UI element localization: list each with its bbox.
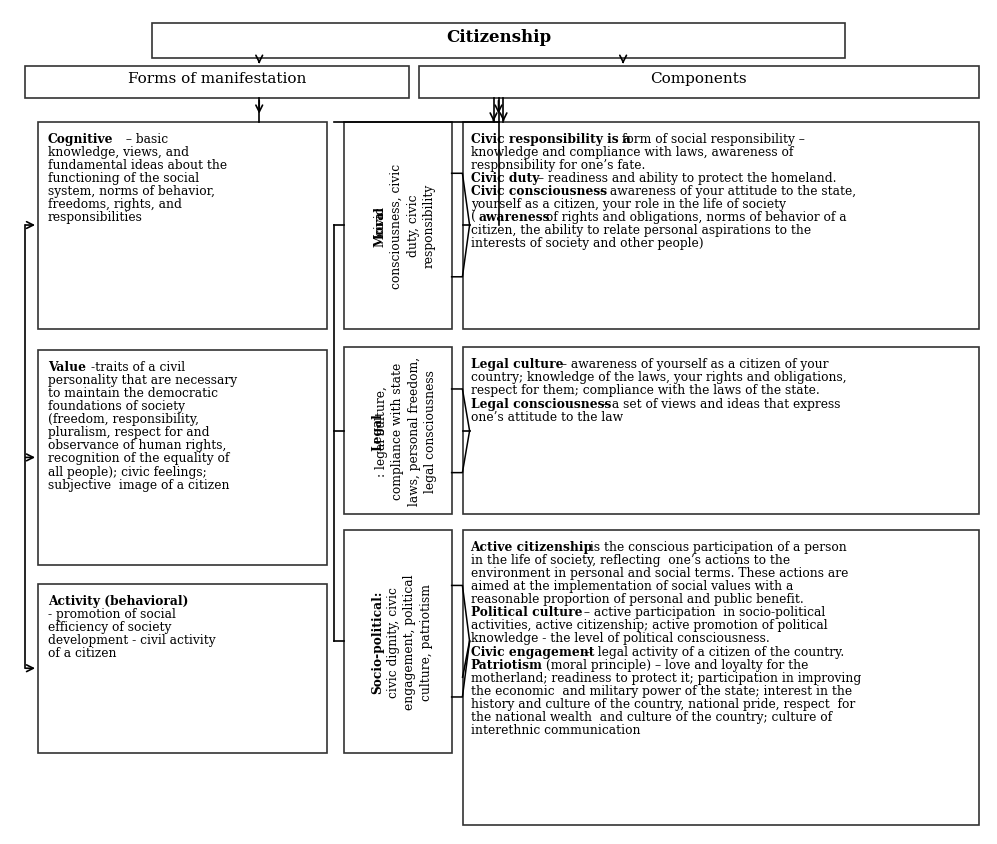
- Text: Moral: Moral: [373, 205, 387, 246]
- Text: the economic  and military power of the state; interest in the: the economic and military power of the s…: [471, 684, 851, 697]
- Text: system, norms of behavior,: system, norms of behavior,: [48, 185, 215, 197]
- Text: freedoms, rights, and: freedoms, rights, and: [48, 198, 181, 211]
- Text: – awareness of yourself as a citizen of your: – awareness of yourself as a citizen of …: [557, 358, 829, 371]
- FancyBboxPatch shape: [38, 350, 327, 565]
- Text: foundations of society: foundations of society: [48, 400, 184, 413]
- Text: responsibility for one’s fate.: responsibility for one’s fate.: [471, 159, 645, 171]
- FancyBboxPatch shape: [463, 348, 979, 515]
- Text: civic dignity, civic
engagement, political
culture, patriotism: civic dignity, civic engagement, politic…: [387, 574, 433, 709]
- Text: knowledge - the level of political consciousness.: knowledge - the level of political consc…: [471, 631, 770, 645]
- Text: – basic: – basic: [122, 133, 167, 145]
- Text: is the conscious participation of a person: is the conscious participation of a pers…: [586, 540, 847, 553]
- FancyBboxPatch shape: [344, 122, 452, 329]
- Text: Civic engagement: Civic engagement: [471, 645, 594, 657]
- Text: reasonable proportion of personal and public benefit.: reasonable proportion of personal and pu…: [471, 592, 804, 605]
- Text: Value: Value: [48, 360, 86, 373]
- Text: citizen, the ability to relate personal aspirations to the: citizen, the ability to relate personal …: [471, 225, 811, 237]
- FancyBboxPatch shape: [344, 348, 452, 515]
- Text: recognition of the equality of: recognition of the equality of: [48, 452, 229, 465]
- Text: Activity (behavioral): Activity (behavioral): [48, 594, 188, 607]
- Text: activities, active citizenship; active promotion of political: activities, active citizenship; active p…: [471, 619, 828, 631]
- Text: Legal culture: Legal culture: [471, 358, 563, 371]
- Text: Civic consciousness: Civic consciousness: [471, 185, 607, 197]
- Text: : civic
consciousness, civic
duty, civic
responsibility: : civic consciousness, civic duty, civic…: [374, 163, 436, 289]
- FancyBboxPatch shape: [152, 24, 845, 59]
- Text: – readiness and ability to protect the homeland.: – readiness and ability to protect the h…: [534, 171, 836, 185]
- Text: aimed at the implementation of social values with a: aimed at the implementation of social va…: [471, 579, 793, 592]
- FancyBboxPatch shape: [419, 67, 979, 99]
- FancyBboxPatch shape: [463, 122, 979, 329]
- FancyBboxPatch shape: [38, 122, 327, 329]
- Text: –  legal activity of a citizen of the country.: – legal activity of a citizen of the cou…: [580, 645, 844, 657]
- Text: Political culture: Political culture: [471, 606, 582, 619]
- Text: motherland; readiness to protect it; participation in improving: motherland; readiness to protect it; par…: [471, 671, 860, 684]
- Text: Patriotism: Patriotism: [471, 658, 542, 671]
- Text: Legal: Legal: [371, 413, 385, 450]
- FancyBboxPatch shape: [38, 584, 327, 753]
- Text: -traits of a civil: -traits of a civil: [91, 360, 184, 373]
- Text: interests of society and other people): interests of society and other people): [471, 237, 703, 250]
- Text: all people); civic feelings;: all people); civic feelings;: [48, 465, 206, 478]
- Text: Components: Components: [651, 72, 747, 85]
- Text: – awareness of your attitude to the state,: – awareness of your attitude to the stat…: [596, 185, 856, 197]
- Text: respect for them; compliance with the laws of the state.: respect for them; compliance with the la…: [471, 384, 820, 397]
- Text: – active participation  in socio-political: – active participation in socio-politica…: [580, 606, 826, 619]
- Text: Civic duty: Civic duty: [471, 171, 539, 185]
- Text: of rights and obligations, norms of behavior of a: of rights and obligations, norms of beha…: [542, 211, 847, 224]
- Text: pluralism, respect for and: pluralism, respect for and: [48, 426, 209, 439]
- Text: to maintain the democratic: to maintain the democratic: [48, 387, 218, 399]
- Text: knowledge, views, and: knowledge, views, and: [48, 145, 188, 159]
- Text: Civic responsibility is a: Civic responsibility is a: [471, 133, 630, 145]
- Text: Socio-political:: Socio-political:: [371, 590, 385, 693]
- Text: subjective  image of a citizen: subjective image of a citizen: [48, 478, 229, 491]
- Text: functioning of the social: functioning of the social: [48, 171, 199, 185]
- Text: one’s attitude to the law: one’s attitude to the law: [471, 410, 623, 423]
- Text: awareness: awareness: [479, 211, 550, 224]
- Text: of a citizen: of a citizen: [48, 647, 117, 659]
- Text: Citizenship: Citizenship: [446, 29, 551, 46]
- Text: environment in personal and social terms. These actions are: environment in personal and social terms…: [471, 566, 848, 579]
- Text: Cognitive: Cognitive: [48, 133, 114, 145]
- Text: (: (: [471, 211, 476, 224]
- Text: form of social responsibility –: form of social responsibility –: [618, 133, 805, 145]
- Text: : legal culture,
compliance with state
laws, personal freedom,
legal consciousne: : legal culture, compliance with state l…: [375, 357, 437, 506]
- Text: the national wealth  and culture of the country; culture of: the national wealth and culture of the c…: [471, 711, 831, 723]
- Text: (freedom, responsibility,: (freedom, responsibility,: [48, 413, 198, 425]
- Text: fundamental ideas about the: fundamental ideas about the: [48, 159, 227, 171]
- Text: Active citizenship: Active citizenship: [471, 540, 592, 553]
- FancyBboxPatch shape: [25, 67, 409, 99]
- FancyBboxPatch shape: [463, 530, 979, 825]
- Text: knowledge and compliance with laws, awareness of: knowledge and compliance with laws, awar…: [471, 145, 793, 159]
- Text: (moral principle) – love and loyalty for the: (moral principle) – love and loyalty for…: [542, 658, 809, 671]
- Text: yourself as a citizen, your role in the life of society: yourself as a citizen, your role in the …: [471, 198, 786, 211]
- Text: in the life of society, reflecting  one’s actions to the: in the life of society, reflecting one’s…: [471, 554, 790, 566]
- Text: history and culture of the country, national pride, respect  for: history and culture of the country, nati…: [471, 697, 854, 710]
- Text: - promotion of social: - promotion of social: [48, 608, 175, 620]
- Text: interethnic communication: interethnic communication: [471, 723, 640, 736]
- Text: efficiency of society: efficiency of society: [48, 620, 171, 633]
- FancyBboxPatch shape: [344, 530, 452, 753]
- Text: country; knowledge of the laws, your rights and obligations,: country; knowledge of the laws, your rig…: [471, 371, 846, 384]
- Text: Forms of manifestation: Forms of manifestation: [128, 72, 306, 85]
- Text: observance of human rights,: observance of human rights,: [48, 439, 226, 452]
- Text: – a set of views and ideas that express: – a set of views and ideas that express: [598, 397, 840, 410]
- Text: Legal consciousness: Legal consciousness: [471, 397, 611, 410]
- Text: personality that are necessary: personality that are necessary: [48, 373, 237, 387]
- Text: development - civil activity: development - civil activity: [48, 633, 215, 647]
- Text: responsibilities: responsibilities: [48, 211, 143, 224]
